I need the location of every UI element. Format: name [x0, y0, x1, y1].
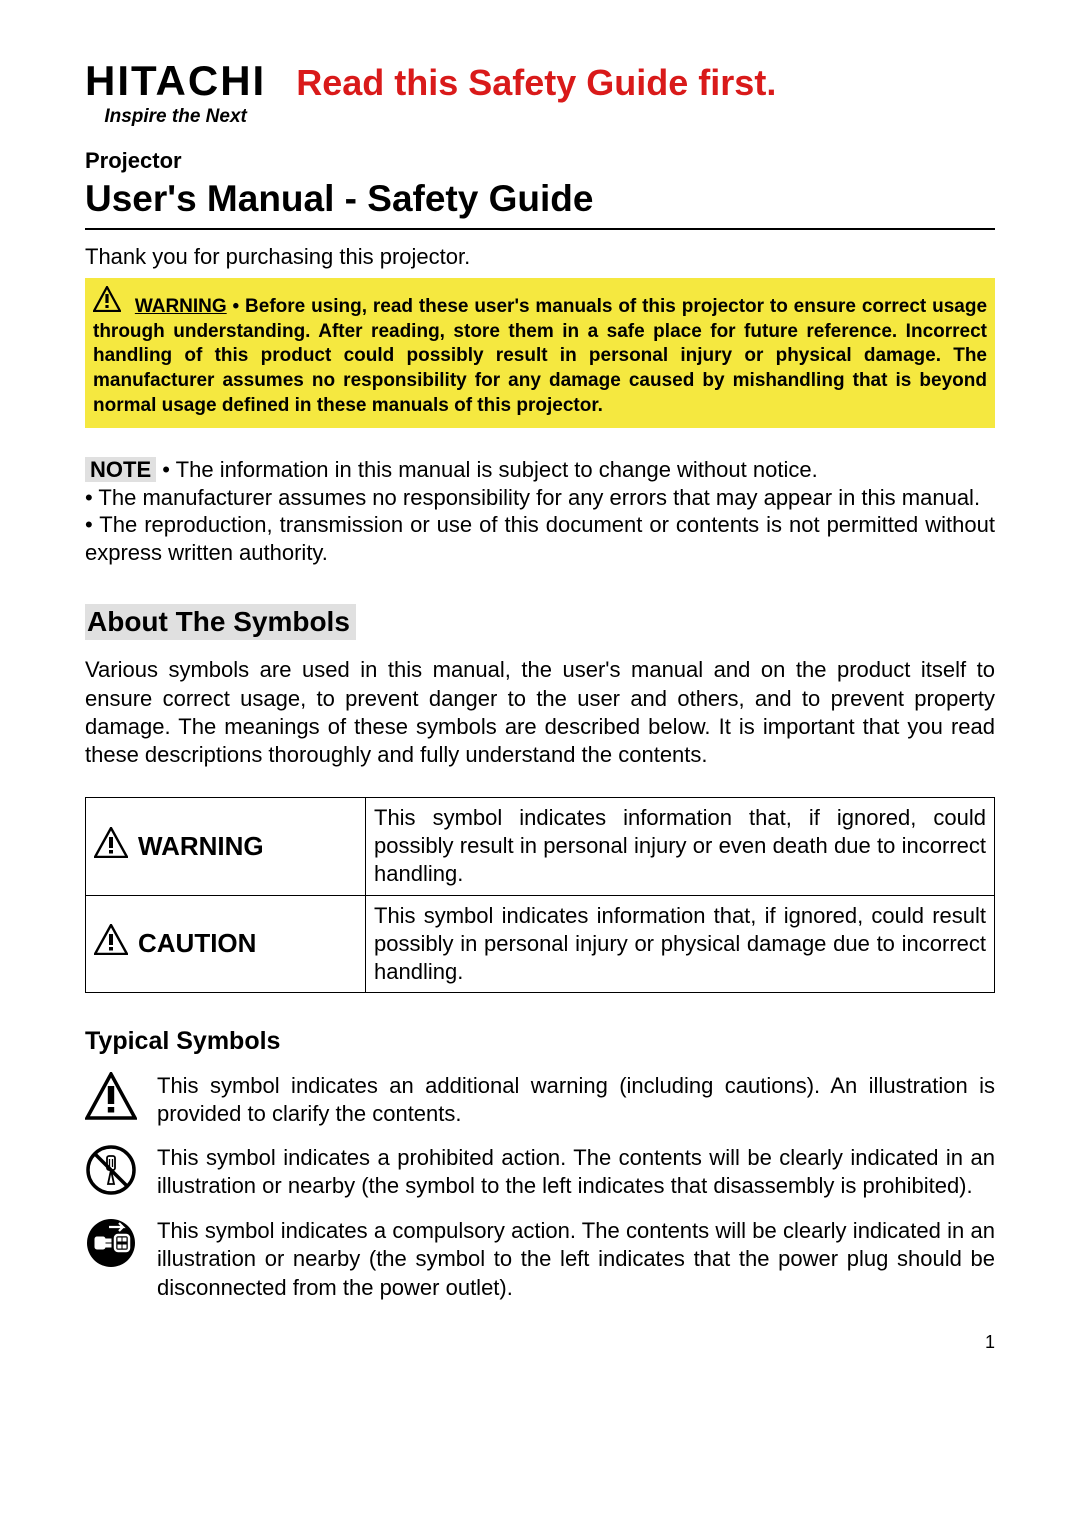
safety-guide-heading: Read this Safety Guide first.	[296, 62, 776, 104]
note-line3: • The reproduction, transmission or use …	[85, 512, 995, 565]
unplug-icon	[85, 1217, 137, 1274]
warning-label: WARNING	[135, 296, 227, 317]
symbol-description: This symbol indicates information that, …	[366, 895, 995, 992]
typical-symbol-row: This symbol indicates a compulsory actio…	[85, 1217, 995, 1301]
warning-triangle-icon	[94, 924, 128, 963]
note-line2: • The manufacturer assumes no responsibi…	[85, 485, 980, 510]
note-block: NOTE • The information in this manual is…	[85, 456, 995, 566]
symbol-label: CAUTION	[138, 927, 256, 960]
about-symbols-heading: About The Symbols	[85, 604, 356, 640]
warning-triangle-icon	[94, 827, 128, 866]
typical-symbol-text: This symbol indicates a compulsory actio…	[157, 1217, 995, 1301]
typical-symbols-heading: Typical Symbols	[85, 1027, 995, 1056]
warning-text: • Before using, read these user's manual…	[93, 296, 987, 416]
note-line1: • The information in this manual is subj…	[162, 457, 817, 482]
table-row: CAUTION This symbol indicates informatio…	[86, 895, 995, 992]
intro-text: Thank you for purchasing this projector.	[85, 244, 995, 270]
table-row: WARNING This symbol indicates informatio…	[86, 798, 995, 895]
note-label: NOTE	[85, 457, 156, 482]
page-number: 1	[85, 1332, 995, 1353]
warning-triangle-icon	[93, 296, 127, 317]
typical-symbol-text: This symbol indicates an additional warn…	[157, 1072, 995, 1128]
typical-symbol-row: This symbol indicates a prohibited actio…	[85, 1144, 995, 1201]
prohibited-disassembly-icon	[85, 1144, 137, 1201]
brand-name: HITACHI	[85, 60, 266, 102]
symbol-label: WARNING	[138, 830, 264, 863]
typical-symbol-text: This symbol indicates a prohibited actio…	[157, 1144, 995, 1200]
brand-logo-block: HITACHI Inspire the Next	[85, 60, 266, 128]
product-label: Projector	[85, 148, 995, 174]
main-title: User's Manual - Safety Guide	[85, 178, 995, 230]
warning-box: WARNING • Before using, read these user'…	[85, 278, 995, 428]
symbol-definition-table: WARNING This symbol indicates informatio…	[85, 797, 995, 993]
brand-tagline: Inspire the Next	[104, 106, 247, 128]
warning-triangle-icon	[85, 1072, 137, 1125]
symbol-description: This symbol indicates information that, …	[366, 798, 995, 895]
typical-symbol-row: This symbol indicates an additional warn…	[85, 1072, 995, 1128]
header: HITACHI Inspire the Next Read this Safet…	[85, 60, 995, 128]
about-symbols-intro: Various symbols are used in this manual,…	[85, 656, 995, 769]
